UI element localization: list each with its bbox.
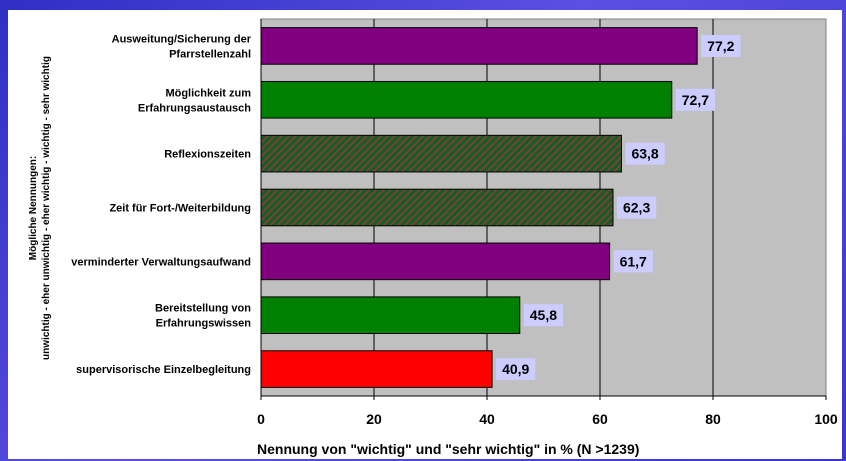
category-label: Erfahrungsaustausch [138,102,251,114]
category-label: Ausweitung/Sicherung der [112,33,252,45]
x-tick-label: 80 [705,411,721,427]
category-label: Erfahrungswissen [156,318,252,330]
y-axis-label: Mögliche Nennungen: unwichtig - eher unwi… [28,56,52,360]
data-label: 61,7 [620,253,647,269]
data-label: 45,8 [530,307,557,323]
bar [260,27,698,65]
bar [260,350,493,388]
data-labels: 77,2 72,7 63,8 62,3 61,7 45,8 40,9 [496,34,741,381]
x-tick-label: 40 [479,411,495,427]
data-label: 77,2 [707,38,734,54]
x-tick-label: 100 [814,411,838,427]
data-label-box [616,196,657,219]
category-label: Zeit für Fort-/Weiterbildung [109,203,251,215]
data-label-box [496,358,536,381]
data-label-box [625,142,665,165]
category-label: supervisorische Einzelbegleitung [76,364,251,376]
data-label: 62,3 [623,200,650,216]
bar [260,242,611,281]
bar [260,188,614,227]
data-label-box [523,304,564,327]
data-label-box [701,34,741,57]
bars [260,27,698,388]
category-label: Möglichkeit zum [165,87,251,99]
category-label: Reflexionszeiten [164,149,251,161]
x-tick-label: 60 [592,411,608,427]
x-tick-label: 20 [366,411,382,427]
x-tick-label: 0 [257,411,265,427]
x-axis-label: Nennung von "wichtig" und "sehr wichtig"… [257,441,639,457]
data-label-box [613,250,653,273]
category-label: verminderter Verwaltungsaufwand [71,256,251,268]
x-tick-labels: 0 20 40 60 80 100 [257,411,838,427]
category-label: Bereitstellung von [155,303,251,315]
data-label: 40,9 [502,361,529,377]
bar [260,80,673,119]
y-axis-label-line: unwichtig - eher unwichtig - eher wichti… [41,56,52,360]
data-label-box [675,88,716,111]
data-label: 63,8 [631,146,658,162]
bar [260,134,622,173]
category-label: Pfarrstellenzahl [169,48,251,60]
bar [260,296,521,335]
y-axis-label-line: Mögliche Nennungen: [28,156,39,260]
data-label: 72,7 [682,92,709,108]
category-labels: Ausweitung/Sicherung der Pfarrstellenzahl… [71,33,251,376]
